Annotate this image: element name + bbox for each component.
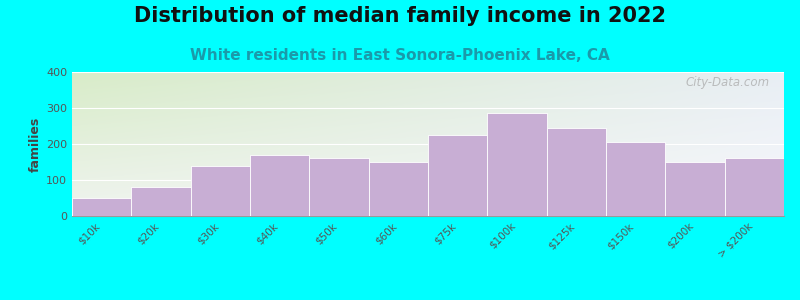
Bar bbox=[725, 158, 784, 216]
Bar bbox=[72, 198, 131, 216]
Bar bbox=[606, 142, 666, 216]
Bar bbox=[546, 128, 606, 216]
Bar bbox=[131, 187, 190, 216]
Bar bbox=[487, 113, 546, 216]
Bar bbox=[250, 155, 310, 216]
Text: Distribution of median family income in 2022: Distribution of median family income in … bbox=[134, 6, 666, 26]
Bar bbox=[666, 162, 725, 216]
Bar bbox=[369, 162, 428, 216]
Y-axis label: families: families bbox=[29, 116, 42, 172]
Text: City-Data.com: City-Data.com bbox=[686, 76, 770, 89]
Bar bbox=[190, 166, 250, 216]
Bar bbox=[310, 158, 369, 216]
Text: White residents in East Sonora-Phoenix Lake, CA: White residents in East Sonora-Phoenix L… bbox=[190, 48, 610, 63]
Bar bbox=[428, 135, 487, 216]
